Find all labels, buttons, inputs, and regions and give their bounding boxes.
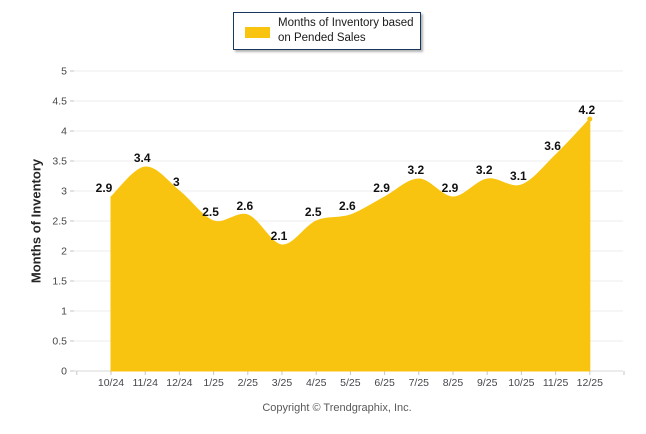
y-tick-label: 5 <box>61 66 67 78</box>
data-label: 2.6 <box>339 199 356 213</box>
data-label: 3.6 <box>544 139 561 153</box>
y-tick-label: 2.5 <box>52 216 67 228</box>
x-axis-label: 10/25 <box>508 377 534 389</box>
x-axis-label: 3/25 <box>272 377 293 389</box>
x-axis-label: 5/25 <box>340 377 361 389</box>
x-axis-label: 7/25 <box>409 377 430 389</box>
data-label: 3.1 <box>510 169 527 183</box>
legend-swatch-icon <box>245 26 270 38</box>
y-tick-label: 3.5 <box>52 156 67 168</box>
x-axis-label: 4/25 <box>306 377 327 389</box>
data-label: 2.6 <box>236 199 253 213</box>
last-point-marker <box>587 116 593 122</box>
x-axis-label: 12/24 <box>166 377 192 389</box>
legend-label: Months of Inventory based on Pended Sale… <box>278 16 414 46</box>
data-label: 2.5 <box>305 205 322 219</box>
legend-label-line1: Months of Inventory based <box>278 17 414 30</box>
y-tick-label: 1.5 <box>52 276 67 288</box>
x-axis-label: 11/24 <box>132 377 158 389</box>
x-axis-label: 6/25 <box>374 377 395 389</box>
data-label: 2.1 <box>271 229 288 243</box>
area-series <box>110 117 591 372</box>
copyright-text: Copyright © Trendgraphix, Inc. <box>262 402 412 414</box>
y-tick-label: 0.5 <box>52 336 67 348</box>
x-axis-label: 12/25 <box>577 377 603 389</box>
data-label: 3.2 <box>407 163 424 177</box>
y-tick-label: 0 <box>61 366 67 378</box>
x-axis-label: 8/25 <box>443 377 464 389</box>
data-label: 3 <box>173 175 180 189</box>
legend-label-line2: on Pended Sales <box>278 32 366 44</box>
y-tick-label: 3 <box>61 186 67 198</box>
x-axis-label: 2/25 <box>238 377 259 389</box>
data-label: 4.2 <box>578 103 595 117</box>
data-label: 2.9 <box>373 181 390 195</box>
x-axis-label: 9/25 <box>477 377 498 389</box>
data-label: 2.5 <box>202 205 219 219</box>
data-label: 2.9 <box>442 181 459 195</box>
x-axis-label: 1/25 <box>203 377 224 389</box>
data-label: 3.2 <box>476 163 493 177</box>
data-label: 3.4 <box>134 151 151 165</box>
x-axis-label: 10/24 <box>98 377 124 389</box>
y-tick-label: 4.5 <box>52 96 67 108</box>
y-tick-label: 2 <box>61 246 67 258</box>
x-axis-label: 11/25 <box>543 377 569 389</box>
legend: Months of Inventory based on Pended Sale… <box>233 12 421 50</box>
y-tick-label: 1 <box>61 306 67 318</box>
data-label: 2.9 <box>96 181 113 195</box>
y-tick-label: 4 <box>61 126 67 138</box>
